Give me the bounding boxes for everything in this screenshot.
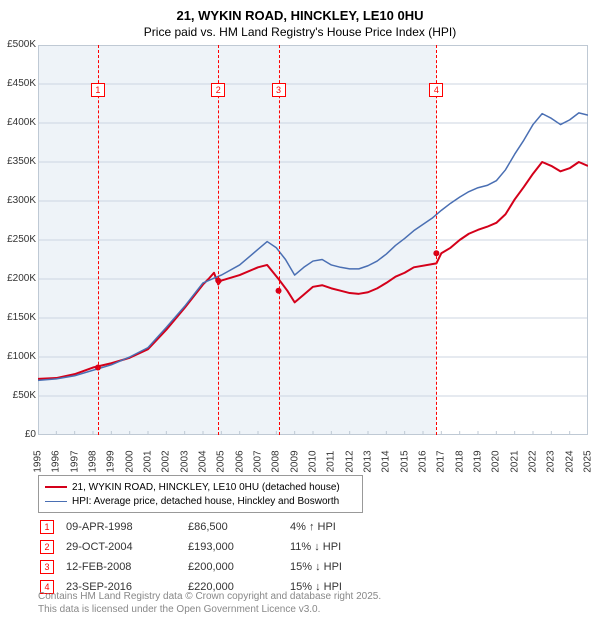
y-axis-label: £450K: [0, 79, 36, 89]
marker-tag: 4: [429, 83, 443, 97]
y-axis-label: £50K: [0, 391, 36, 401]
x-axis-label: 2017: [436, 447, 447, 477]
x-axis-label: 2012: [344, 447, 355, 477]
attribution-text: Contains HM Land Registry data © Crown c…: [38, 590, 381, 616]
marker-price: £193,000: [188, 538, 288, 556]
x-axis-label: 2006: [234, 447, 245, 477]
x-axis-label: 2021: [509, 447, 520, 477]
x-axis-label: 2002: [161, 447, 172, 477]
x-axis-label: 2008: [271, 447, 282, 477]
x-axis-label: 2025: [583, 447, 594, 477]
x-axis-label: 2016: [418, 447, 429, 477]
x-axis-label: 1998: [88, 447, 99, 477]
y-axis-label: £400K: [0, 118, 36, 128]
x-axis-label: 2009: [289, 447, 300, 477]
x-axis-label: 1996: [51, 447, 62, 477]
x-axis-label: 1997: [69, 447, 80, 477]
legend-swatch-series-0: [45, 486, 67, 488]
y-axis-label: £100K: [0, 352, 36, 362]
page-title: 21, WYKIN ROAD, HINCKLEY, LE10 0HU: [0, 0, 600, 25]
marker-delta: 4% ↑ HPI: [290, 518, 352, 536]
x-axis-label: 2007: [253, 447, 264, 477]
x-axis-label: 2014: [381, 447, 392, 477]
y-axis-label: £0: [0, 430, 36, 440]
x-axis-label: 2003: [179, 447, 190, 477]
table-row: 1 09-APR-1998£86,5004% ↑ HPI: [40, 518, 352, 536]
x-axis-label: 2005: [216, 447, 227, 477]
marker-tag: 1: [91, 83, 105, 97]
chart-svg: [38, 45, 588, 435]
legend-label-series-1: HPI: Average price, detached house, Hinc…: [72, 496, 339, 507]
marker-tag: 3: [40, 560, 54, 574]
marker-date: 12-FEB-2008: [66, 558, 186, 576]
page-subtitle: Price paid vs. HM Land Registry's House …: [0, 25, 600, 39]
y-axis-label: £250K: [0, 235, 36, 245]
x-axis-label: 2020: [491, 447, 502, 477]
x-axis-label: 2011: [326, 447, 337, 477]
x-axis-label: 2024: [564, 447, 575, 477]
price-chart: £0£50K£100K£150K£200K£250K£300K£350K£400…: [38, 45, 588, 435]
x-axis-label: 2004: [198, 447, 209, 477]
y-axis-label: £150K: [0, 313, 36, 323]
x-axis-label: 2001: [143, 447, 154, 477]
marker-line: [436, 45, 437, 435]
marker-date: 09-APR-1998: [66, 518, 186, 536]
marker-tag: 2: [40, 540, 54, 554]
x-axis-label: 2018: [454, 447, 465, 477]
marker-delta: 15% ↓ HPI: [290, 558, 352, 576]
y-axis-label: £500K: [0, 40, 36, 50]
legend-label-series-0: 21, WYKIN ROAD, HINCKLEY, LE10 0HU (deta…: [72, 482, 340, 493]
marker-line: [279, 45, 280, 435]
x-axis-label: 2010: [308, 447, 319, 477]
x-axis-label: 2000: [124, 447, 135, 477]
table-row: 2 29-OCT-2004£193,00011% ↓ HPI: [40, 538, 352, 556]
marker-date: 29-OCT-2004: [66, 538, 186, 556]
x-axis-label: 1995: [33, 447, 44, 477]
marker-price: £200,000: [188, 558, 288, 576]
marker-delta: 11% ↓ HPI: [290, 538, 352, 556]
table-row: 3 12-FEB-2008£200,00015% ↓ HPI: [40, 558, 352, 576]
x-axis-label: 2023: [546, 447, 557, 477]
marker-data-table: 1 09-APR-1998£86,5004% ↑ HPI 2 29-OCT-2004£…: [38, 516, 354, 598]
x-axis-label: 2022: [528, 447, 539, 477]
y-axis-label: £350K: [0, 157, 36, 167]
marker-tag: 1: [40, 520, 54, 534]
x-axis-label: 2015: [399, 447, 410, 477]
marker-tag: 2: [211, 83, 225, 97]
marker-line: [218, 45, 219, 435]
x-axis-label: 2019: [473, 447, 484, 477]
y-axis-label: £200K: [0, 274, 36, 284]
legend-swatch-series-1: [45, 501, 67, 502]
marker-price: £86,500: [188, 518, 288, 536]
x-axis-label: 2013: [363, 447, 374, 477]
marker-line: [98, 45, 99, 435]
x-axis-label: 1999: [106, 447, 117, 477]
marker-tag: 3: [272, 83, 286, 97]
chart-legend: 21, WYKIN ROAD, HINCKLEY, LE10 0HU (deta…: [38, 475, 363, 513]
y-axis-label: £300K: [0, 196, 36, 206]
